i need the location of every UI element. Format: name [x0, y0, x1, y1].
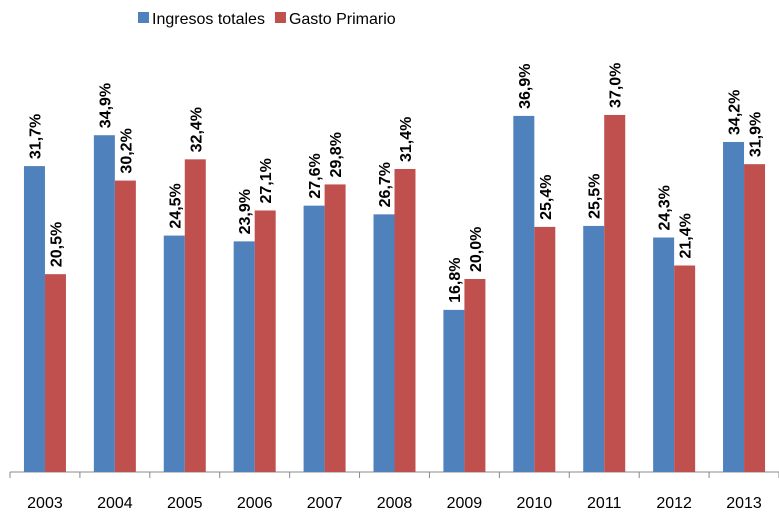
value-label: 37,0% [608, 63, 625, 108]
bar [674, 265, 696, 472]
value-label: 36,9% [517, 64, 534, 109]
value-label: 20,5% [48, 222, 65, 267]
x-tick-label: 2003 [27, 495, 63, 512]
x-tick-label: 2010 [517, 495, 553, 512]
bar [373, 214, 395, 472]
bar [394, 168, 416, 473]
value-label: 16,8% [447, 258, 464, 303]
value-label: 31,9% [748, 112, 765, 157]
bar [184, 159, 206, 472]
x-tick-label: 2004 [97, 495, 133, 512]
legend-swatch [138, 12, 149, 23]
value-label: 21,4% [678, 213, 695, 258]
value-label: 25,5% [587, 174, 604, 219]
bar [163, 235, 185, 472]
bar [744, 164, 766, 473]
x-tick-label: 2009 [447, 495, 483, 512]
x-tick-label: 2011 [587, 495, 622, 512]
x-tick-label: 2006 [237, 495, 273, 512]
bar [443, 309, 465, 472]
legend-swatch [274, 12, 286, 23]
x-tick-label: 2007 [307, 495, 343, 512]
bar [93, 135, 115, 472]
value-label: 34,2% [727, 90, 744, 135]
x-tick-label: 2008 [377, 495, 413, 512]
bar [233, 241, 255, 472]
value-label: 25,4% [538, 175, 555, 220]
bar [254, 210, 276, 473]
value-label: 27,1% [258, 158, 275, 203]
legend-label: Gasto Primario [289, 11, 396, 28]
bar [44, 274, 66, 472]
value-label: 23,9% [237, 189, 254, 234]
bar [324, 184, 346, 472]
bar [464, 279, 486, 472]
value-label: 30,2% [118, 128, 135, 173]
bar [23, 166, 45, 472]
value-label: 32,4% [188, 107, 205, 152]
value-label: 31,4% [398, 117, 415, 162]
value-label: 20,0% [468, 227, 485, 272]
bar [303, 205, 325, 472]
value-label: 27,6% [307, 153, 324, 198]
value-label: 31,7% [27, 114, 44, 159]
bar [653, 237, 675, 472]
bar [583, 225, 605, 472]
x-tick-label: 2012 [656, 495, 692, 512]
legend-label: Ingresos totales [152, 11, 265, 28]
value-label: 24,3% [657, 185, 674, 230]
value-label: 24,5% [167, 183, 184, 228]
bar [604, 114, 626, 472]
bar [114, 180, 136, 472]
bar [534, 226, 556, 472]
bar [513, 115, 535, 472]
value-label: 26,7% [377, 162, 394, 207]
x-tick-label: 2013 [726, 495, 762, 512]
bar [723, 141, 745, 472]
value-label: 29,8% [328, 132, 345, 177]
x-tick-label: 2005 [167, 495, 203, 512]
value-label: 34,9% [97, 83, 114, 128]
